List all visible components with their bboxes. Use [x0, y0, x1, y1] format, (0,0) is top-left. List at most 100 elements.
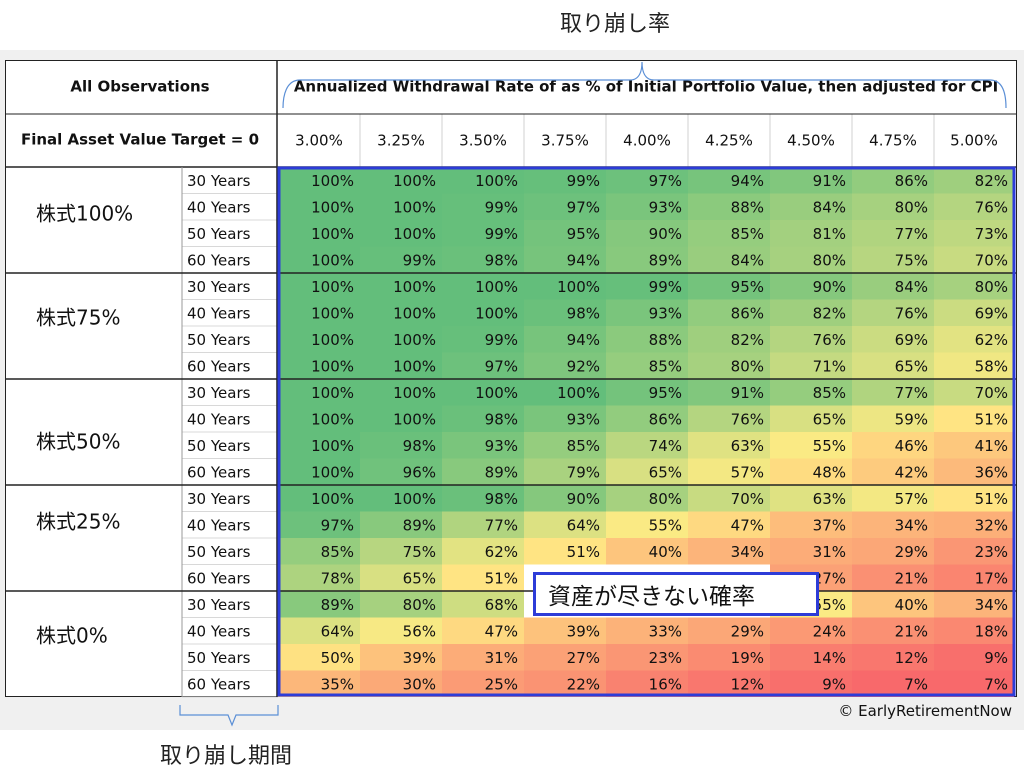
cell-value: 84%	[731, 251, 764, 269]
cell-value: 59%	[895, 410, 928, 428]
cell-value: 100%	[311, 490, 354, 508]
heat-cell	[852, 432, 934, 459]
heat-cell	[524, 246, 606, 273]
heat-cell	[688, 220, 770, 247]
heat-cell	[934, 538, 1014, 565]
cell-value: 24%	[813, 622, 846, 640]
heat-cell	[770, 485, 852, 512]
period-label: 30 Years	[187, 278, 251, 296]
cell-value: 100%	[475, 304, 518, 322]
heat-cell	[852, 591, 934, 618]
period-label: 50 Years	[187, 331, 251, 349]
heat-cell	[278, 193, 360, 220]
cell-value: 77%	[895, 384, 928, 402]
cell-value: 14%	[813, 649, 846, 667]
heat-cell	[934, 617, 1014, 644]
heat-cell	[360, 644, 442, 671]
cell-value: 64%	[321, 622, 354, 640]
cell-value: 100%	[393, 225, 436, 243]
cell-value: 56%	[403, 622, 436, 640]
cell-value: 69%	[975, 304, 1008, 322]
heat-cell	[934, 511, 1014, 538]
rate-tick-6: 4.50%	[787, 132, 835, 150]
cell-value: 99%	[567, 172, 600, 190]
heat-cell	[770, 432, 852, 459]
cell-value: 77%	[895, 225, 928, 243]
heat-cell	[688, 511, 770, 538]
cell-value: 70%	[731, 490, 764, 508]
heat-cell	[770, 352, 852, 379]
heat-cell	[606, 167, 688, 194]
cell-value: 76%	[731, 410, 764, 428]
cell-value: 88%	[731, 198, 764, 216]
cell-value: 51%	[975, 490, 1008, 508]
cell-value: 80%	[403, 596, 436, 614]
period-label: 60 Years	[187, 357, 251, 375]
cell-value: 21%	[895, 569, 928, 587]
heat-cell	[442, 299, 524, 326]
cell-value: 25%	[485, 675, 518, 693]
heat-cell	[934, 352, 1014, 379]
rate-tick-4: 4.00%	[623, 132, 671, 150]
heat-cell	[442, 326, 524, 353]
cell-value: 92%	[567, 357, 600, 375]
heat-cell	[278, 405, 360, 432]
heat-cell	[770, 617, 852, 644]
callout-label: 資産が尽きない確率	[533, 572, 819, 616]
cell-value: 65%	[403, 569, 436, 587]
cell-value: 90%	[567, 490, 600, 508]
cell-value: 95%	[649, 384, 682, 402]
rate-tick-0: 3.00%	[295, 132, 343, 150]
heat-cell	[770, 405, 852, 432]
heat-cell	[770, 220, 852, 247]
cell-value: 7%	[904, 675, 928, 693]
heat-cell	[606, 220, 688, 247]
heat-cell	[524, 644, 606, 671]
rate-header: Annualized Withdrawal Rate of as % of In…	[294, 78, 998, 96]
cell-value: 100%	[311, 357, 354, 375]
cell-value: 99%	[649, 278, 682, 296]
heat-cell	[852, 167, 934, 194]
heat-cell	[360, 220, 442, 247]
heat-cell	[442, 617, 524, 644]
cell-value: 94%	[731, 172, 764, 190]
heat-cell	[360, 670, 442, 697]
cell-value: 100%	[311, 278, 354, 296]
heat-cell	[688, 617, 770, 644]
cell-value: 100%	[393, 331, 436, 349]
cell-value: 93%	[649, 304, 682, 322]
cell-value: 98%	[403, 437, 436, 455]
cell-value: 86%	[649, 410, 682, 428]
heat-cell	[524, 167, 606, 194]
heat-cell	[360, 246, 442, 273]
heat-cell	[442, 432, 524, 459]
heat-cell	[770, 273, 852, 300]
heat-cell	[360, 511, 442, 538]
heat-cell	[278, 538, 360, 565]
rate-tick-5: 4.25%	[705, 132, 753, 150]
cell-value: 100%	[393, 278, 436, 296]
cell-value: 75%	[895, 251, 928, 269]
heat-cell	[688, 193, 770, 220]
cell-value: 100%	[311, 304, 354, 322]
cell-value: 73%	[975, 225, 1008, 243]
heat-cell	[442, 193, 524, 220]
heat-cell	[606, 670, 688, 697]
allocation-label-3: 株式25%	[36, 510, 120, 534]
cell-value: 39%	[403, 649, 436, 667]
cell-value: 65%	[649, 463, 682, 481]
cell-value: 51%	[975, 410, 1008, 428]
cell-value: 57%	[731, 463, 764, 481]
heat-cell	[360, 485, 442, 512]
heat-cell	[278, 246, 360, 273]
cell-value: 100%	[393, 172, 436, 190]
target-label: Final Asset Value Target = 0	[21, 131, 259, 149]
cell-value: 22%	[567, 675, 600, 693]
allocation-label-4: 株式0%	[36, 624, 108, 648]
heat-cell	[770, 538, 852, 565]
heat-cell	[934, 485, 1014, 512]
heat-cell	[770, 246, 852, 273]
heat-cell	[606, 644, 688, 671]
cell-value: 96%	[403, 463, 436, 481]
cell-value: 51%	[567, 543, 600, 561]
